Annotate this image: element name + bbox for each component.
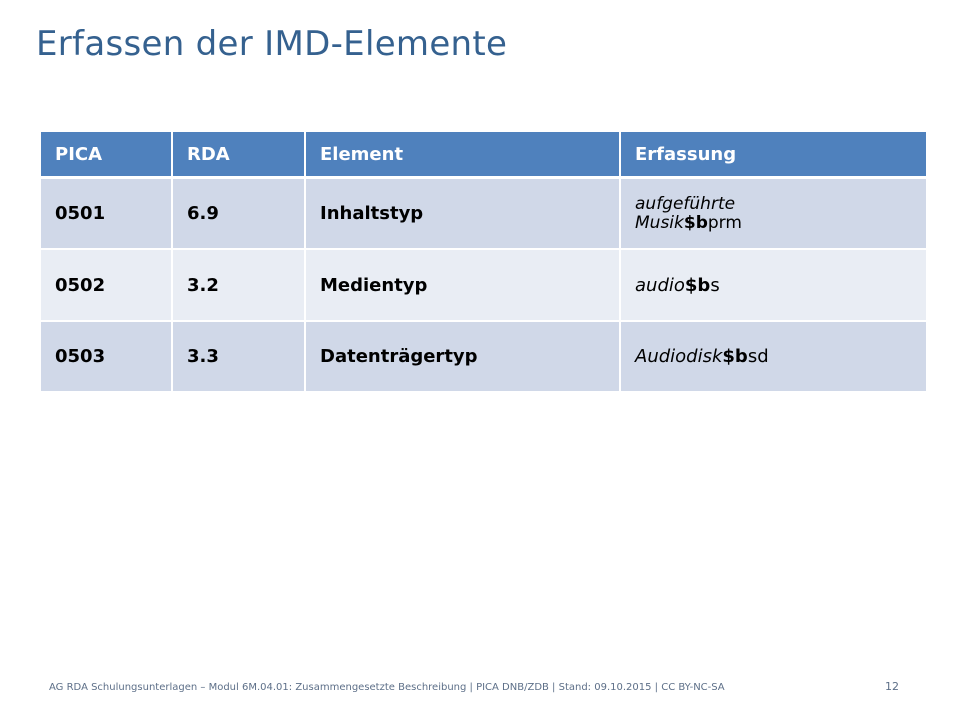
erfassung-text: Audiodisk bbox=[635, 346, 723, 367]
erfassung-cell: Audiodisk$bsd bbox=[620, 321, 928, 393]
table-header-row: PICA RDA Element Erfassung bbox=[41, 132, 928, 179]
header-element: Element bbox=[305, 132, 621, 179]
imd-table: PICA RDA Element Erfassung 0501 6.9 Inha… bbox=[41, 132, 928, 393]
erfassung-text: audio bbox=[635, 274, 685, 296]
page-number: 12 bbox=[885, 680, 899, 693]
rda-cell: 6.9 bbox=[172, 177, 306, 250]
rda-cell: 3.3 bbox=[172, 321, 306, 393]
pica-cell: 0502 bbox=[41, 249, 173, 322]
slide-footer: AG RDA Schulungsunterlagen – Modul 6M.04… bbox=[49, 682, 725, 693]
element-cell: Inhaltstyp bbox=[305, 177, 621, 250]
erfassung-value: s bbox=[710, 274, 720, 296]
erfassung-text: aufgeführte Musik bbox=[635, 193, 736, 233]
header-erfassung: Erfassung bbox=[620, 132, 928, 179]
erfassung-value: prm bbox=[707, 212, 742, 233]
erfassung-value: sd bbox=[747, 346, 769, 367]
erfassung-cell: aufgeführte Musik$bprm bbox=[620, 177, 928, 250]
table-row: 0503 3.3 Datenträgertyp Audiodisk$bsd bbox=[41, 321, 928, 393]
header-rda: RDA bbox=[172, 132, 306, 179]
subfield-code: $b bbox=[683, 212, 708, 233]
table-row: 0502 3.2 Medientyp audio$bs bbox=[41, 249, 928, 322]
element-cell: Medientyp bbox=[305, 249, 621, 322]
erfassung-cell: audio$bs bbox=[620, 249, 928, 322]
subfield-code: $b bbox=[722, 346, 748, 367]
header-pica: PICA bbox=[41, 132, 173, 179]
subfield-code: $b bbox=[684, 274, 711, 296]
rda-cell: 3.2 bbox=[172, 249, 306, 322]
slide-title: Erfassen der IMD-Elemente bbox=[36, 24, 508, 64]
pica-cell: 0501 bbox=[41, 177, 173, 250]
element-cell: Datenträgertyp bbox=[305, 321, 621, 393]
table-row: 0501 6.9 Inhaltstyp aufgeführte Musik$bp… bbox=[41, 177, 928, 250]
pica-cell: 0503 bbox=[41, 321, 173, 393]
